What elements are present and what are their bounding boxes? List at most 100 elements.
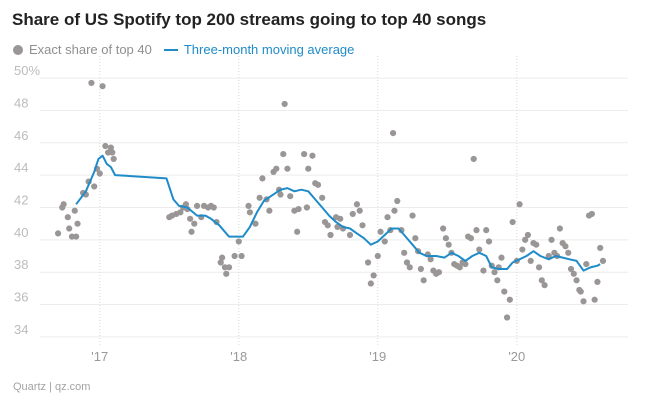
scatter-point	[74, 220, 81, 227]
scatter-point	[217, 259, 224, 266]
scatter-point	[54, 230, 62, 237]
scatter-point	[359, 222, 366, 229]
scatter-point	[193, 202, 201, 209]
scatter-point	[548, 236, 555, 243]
chart-title: Share of US Spotify top 200 streams goin…	[12, 10, 487, 29]
legend-dot-icon	[13, 44, 23, 55]
scatter-point	[498, 254, 505, 261]
scatter-point	[356, 207, 363, 214]
scatter-point	[91, 183, 98, 190]
legend-item-line: Three-month moving average	[163, 42, 355, 57]
scatter-point	[580, 298, 587, 305]
scatter-point	[573, 277, 580, 284]
scatter-point	[60, 201, 67, 208]
scatter-point	[88, 79, 95, 87]
scatter-point	[491, 269, 498, 276]
x-tick-label: '19	[369, 349, 386, 364]
scatter-point	[533, 241, 540, 248]
scatter-point	[470, 155, 477, 163]
scatter-point	[588, 210, 595, 218]
scatter-point	[506, 296, 513, 303]
legend-line-icon	[163, 48, 178, 51]
scatter-point	[109, 149, 116, 156]
scatter-point	[476, 246, 483, 253]
scatter-point	[99, 83, 106, 90]
scatter-point	[599, 257, 607, 264]
y-tick-label: 46	[14, 128, 28, 143]
scatter-point	[305, 165, 312, 172]
legend-item-scatter: Exact share of top 40	[13, 42, 152, 57]
y-tick-label: 36	[14, 290, 28, 305]
y-tick-label: 42	[14, 193, 28, 208]
scatter-point	[377, 228, 384, 235]
scatter-point	[245, 202, 252, 209]
legend-label-scatter: Exact share of top 40	[29, 42, 152, 57]
scatter-point	[409, 212, 416, 219]
scatter-point	[389, 129, 397, 137]
scatter-point	[337, 215, 344, 222]
x-tick-label: '18	[230, 349, 247, 364]
y-tick-label: 48	[14, 95, 28, 110]
scatter-point	[327, 231, 334, 239]
moving-average-line	[75, 154, 601, 272]
scatter-point	[223, 270, 230, 277]
scatter-point	[295, 206, 302, 213]
scatter-point	[314, 181, 322, 188]
scatter-point	[501, 288, 508, 295]
scatter-point	[287, 193, 294, 200]
scatter-point	[231, 252, 238, 260]
y-tick-label: 34	[14, 322, 28, 337]
scatter-point	[218, 254, 226, 261]
scatter-point	[353, 201, 361, 208]
scatter-point	[177, 209, 184, 216]
scatter-point	[294, 228, 301, 235]
scatter-point	[485, 238, 493, 245]
scatter-point	[364, 259, 372, 266]
scatter-point	[427, 256, 434, 263]
scatter-point	[110, 155, 117, 163]
scatter-point	[281, 100, 288, 108]
scatter-point	[567, 265, 575, 273]
scatter-point	[284, 165, 291, 172]
scatter-point	[303, 204, 310, 211]
scatter-point	[445, 241, 452, 248]
scatter-point	[509, 218, 516, 226]
scatter-point	[456, 264, 463, 271]
scatter-point	[541, 282, 548, 289]
scatter-point	[266, 207, 273, 214]
scatter-point	[583, 261, 590, 268]
scatter-point	[66, 225, 73, 232]
scatter-point	[577, 288, 584, 295]
legend-label-line: Three-month moving average	[183, 42, 355, 57]
scatter-point	[349, 210, 356, 218]
source-credit: Quartz | qz.com	[13, 381, 91, 393]
scatter-point	[238, 252, 245, 260]
scatter-point	[467, 235, 475, 242]
chart-legend: Exact share of top 40 Three-month moving…	[13, 42, 366, 57]
x-tick-label: '20	[508, 349, 525, 364]
scatter-point	[346, 231, 354, 239]
scatter-point	[259, 175, 266, 182]
scatter-point	[473, 227, 480, 234]
scatter-point	[527, 257, 534, 264]
scatter-point	[191, 220, 198, 227]
scatter-point	[235, 238, 242, 245]
scatter-point	[102, 142, 109, 150]
scatter-point	[96, 170, 103, 177]
scatter-point	[420, 277, 427, 284]
scatter-point	[246, 209, 254, 216]
scatter-point	[182, 201, 190, 208]
y-tick-label: 38	[14, 257, 28, 272]
scatter-point	[594, 278, 601, 286]
scatter-point	[503, 314, 511, 321]
scatter-point	[524, 231, 532, 239]
scatter-point	[309, 152, 316, 159]
scatter-point	[522, 236, 529, 243]
scatter-point	[462, 261, 469, 268]
scatter-point	[442, 235, 450, 242]
scatter-point	[210, 204, 217, 211]
scatter-point	[394, 197, 401, 205]
scatter-point	[519, 246, 526, 253]
scatter-point	[187, 215, 194, 222]
